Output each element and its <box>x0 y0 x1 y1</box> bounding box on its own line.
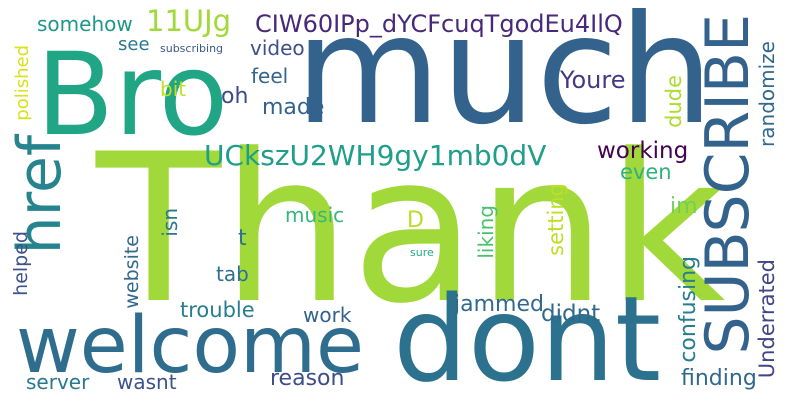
word-subscribing: subscribing <box>160 42 224 55</box>
word-jammed: jammed <box>454 292 544 317</box>
word-work: work <box>303 303 352 327</box>
word-polished: polished <box>12 45 33 121</box>
word-isn: isn <box>158 208 182 237</box>
word-reason: reason <box>270 366 345 391</box>
word-helped: helped <box>10 231 32 296</box>
word-somehow: somehow <box>37 12 133 36</box>
word-sure: sure <box>410 246 434 259</box>
word-setting: setting <box>544 183 568 256</box>
word-tab: tab <box>216 262 249 286</box>
word-much: much <box>295 0 714 158</box>
word-d: D <box>407 208 424 233</box>
word-website: website <box>121 235 143 309</box>
word-dont: dont <box>393 270 662 405</box>
word-channel-id: CIW60IPp_dYCFcuqTgodEu4IlQ <box>255 10 623 38</box>
word-didnt: didnt <box>541 301 601 327</box>
word-wasnt: wasnt <box>117 370 177 394</box>
word-youre: Youre <box>560 66 626 94</box>
word-channel-id-2: UCkszU2WH9gy1mb0dV <box>204 139 547 172</box>
word-finding: finding <box>681 366 757 391</box>
word-feel: feel <box>251 64 289 88</box>
word-im: im <box>670 194 698 219</box>
word-confusing: confusing <box>676 256 701 363</box>
word-dude: dude <box>662 75 686 128</box>
word-even: even <box>620 160 672 184</box>
word-t: t <box>238 226 247 251</box>
word-bit: bit <box>160 77 187 101</box>
word-made: made <box>262 95 325 120</box>
word-video: video <box>250 36 305 60</box>
word-thank: Thank <box>96 111 726 349</box>
word-trouble: trouble <box>180 298 255 322</box>
word-11ujg: 11UJg <box>146 4 232 38</box>
word-oh: oh <box>221 84 249 109</box>
word-bro: Bro <box>36 28 229 161</box>
word-underrated: Underrated <box>755 259 779 379</box>
word-server: server <box>26 370 90 394</box>
word-liking: liking <box>474 205 498 259</box>
word-subscribe: SUBSCRIBE <box>693 14 763 355</box>
word-see: see <box>118 34 150 55</box>
word-music: music <box>285 203 345 227</box>
word-working: working <box>597 138 689 164</box>
word-welcome: welcome <box>16 301 365 391</box>
word-randomize: randomize <box>755 41 779 147</box>
